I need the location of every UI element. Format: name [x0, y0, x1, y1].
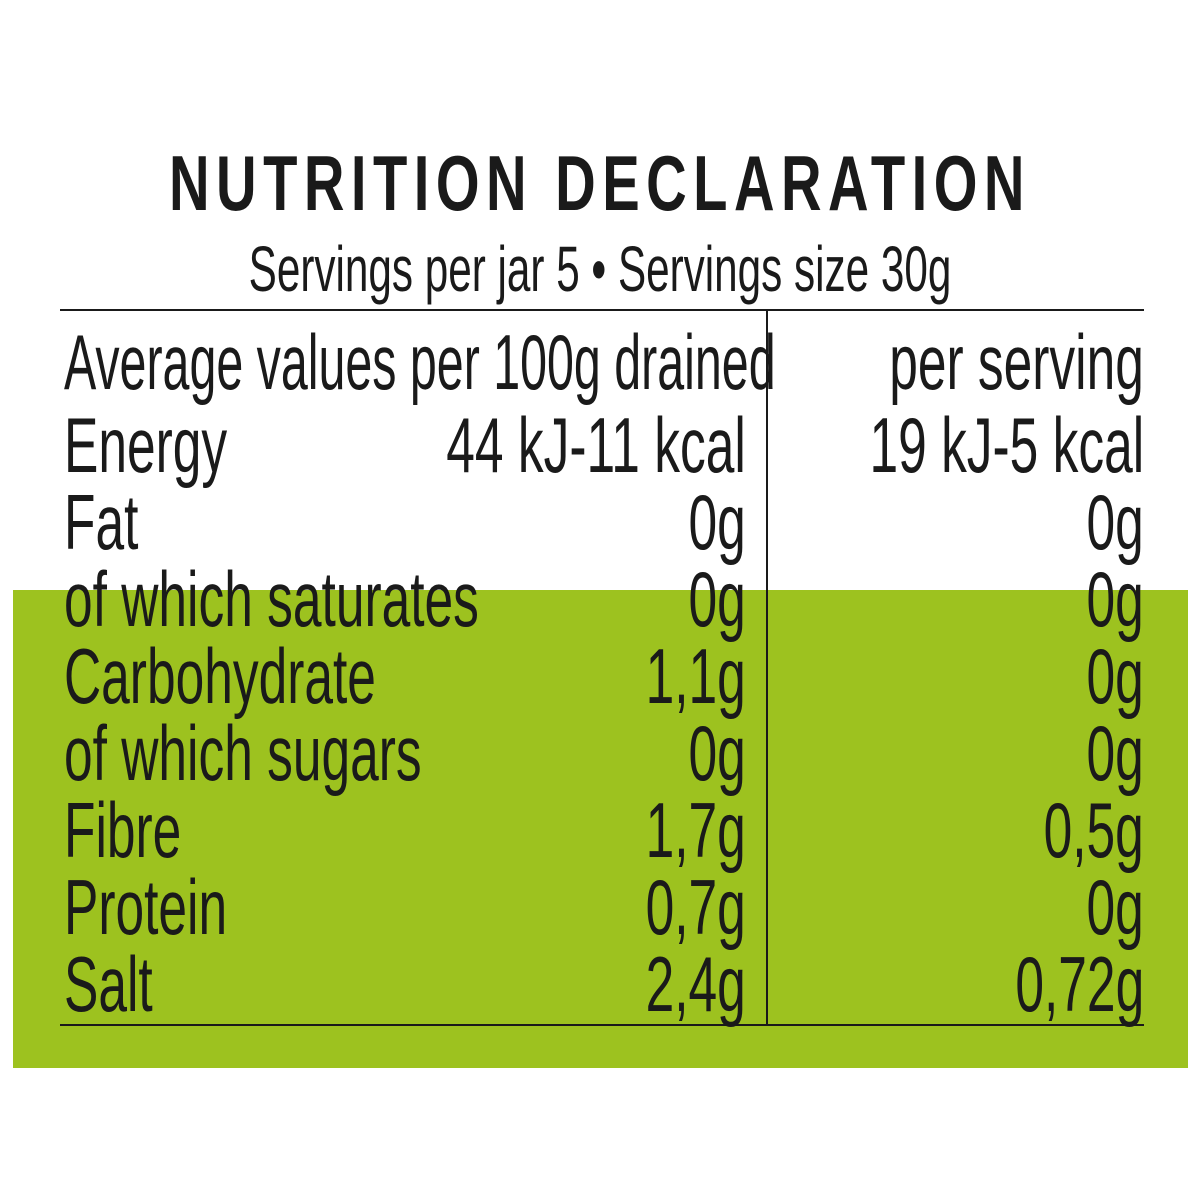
- table-row-salt: Salt 2,4g 0,72g: [0, 944, 1200, 1024]
- row-label: Fat: [64, 478, 139, 566]
- row-value-per-100g: 44 kJ-11 kcal: [446, 401, 746, 489]
- row-value-per-100g: 1,1g: [645, 632, 746, 720]
- table-row-fibre: Fibre 1,7g 0,5g: [0, 790, 1200, 870]
- table-row-fat: Fat 0g 0g: [0, 482, 1200, 562]
- row-value-per-serving: 0g: [1086, 863, 1144, 951]
- green-background-band: [13, 590, 1188, 1068]
- table-row-sugars: of which sugars 0g 0g: [0, 713, 1200, 793]
- table-row-protein: Protein 0,7g 0g: [0, 867, 1200, 947]
- table-header-row: Average values per 100g drained per serv…: [0, 322, 1200, 402]
- header-per-serving: per serving: [889, 318, 1144, 406]
- nutrition-title: NUTRITION DECLARATION: [169, 139, 1031, 227]
- table-row-carbohydrate: Carbohydrate 1,1g 0g: [0, 636, 1200, 716]
- row-label: Fibre: [64, 786, 182, 874]
- table-bottom-rule: [60, 1024, 1144, 1026]
- row-value-per-serving: 0g: [1086, 478, 1144, 566]
- row-value-per-100g: 0g: [688, 555, 746, 643]
- row-value-per-serving: 0g: [1086, 555, 1144, 643]
- row-value-per-100g: 0g: [688, 709, 746, 797]
- row-value-per-100g: 0,7g: [645, 863, 746, 951]
- row-value-per-100g: 2,4g: [645, 940, 746, 1028]
- servings-subtitle: Servings per jar 5 • Servings size 30g: [248, 233, 952, 305]
- row-value-per-serving: 0,5g: [1043, 786, 1144, 874]
- row-value-per-serving: 0g: [1086, 709, 1144, 797]
- row-value-per-100g: 0g: [688, 478, 746, 566]
- row-label: Protein: [64, 863, 228, 951]
- row-label: of which saturates: [64, 555, 479, 643]
- header-per-100g: Average values per 100g drained: [64, 318, 776, 406]
- row-label: Carbohydrate: [64, 632, 376, 720]
- table-row-energy: Energy 44 kJ-11 kcal 19 kJ-5 kcal: [0, 405, 1200, 485]
- row-value-per-serving: 0,72g: [1015, 940, 1144, 1028]
- column-divider: [766, 310, 768, 1025]
- row-value-per-100g: 1,7g: [645, 786, 746, 874]
- row-value-per-serving: 19 kJ-5 kcal: [869, 401, 1144, 489]
- table-row-saturates: of which saturates 0g 0g: [0, 559, 1200, 639]
- table-top-rule: [60, 309, 1144, 311]
- row-value-per-serving: 0g: [1086, 632, 1144, 720]
- row-label: Energy: [64, 401, 228, 489]
- row-label: of which sugars: [64, 709, 422, 797]
- row-label: Salt: [64, 940, 153, 1028]
